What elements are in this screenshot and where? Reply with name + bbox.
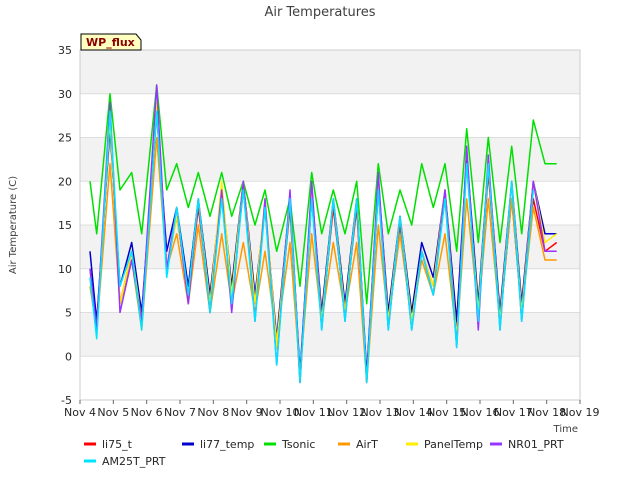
site-badge: WP_flux [80, 33, 142, 51]
legend-label-li77-temp: li77_temp [200, 438, 254, 451]
y-tick-label: 10 [58, 263, 72, 276]
x-tick-label: Nov 11 [294, 406, 333, 419]
y-axis-label: Air Temperature (C) [8, 176, 19, 274]
x-tick-label: Nov 9 [231, 406, 263, 419]
y-axis-ticks: -5 0 5 10 15 20 25 30 35 [58, 44, 72, 407]
x-tick-label: Nov 18 [527, 406, 566, 419]
x-tick-label: Nov 8 [197, 406, 229, 419]
legend-label-am25t-prt: AM25T_PRT [102, 455, 166, 468]
legend-label-nr01-prt: NR01_PRT [508, 438, 564, 451]
x-tick-label: Nov 7 [164, 406, 196, 419]
plot-band [80, 93, 580, 138]
x-tick-label: Nov 6 [131, 406, 163, 419]
y-tick-label: 20 [58, 175, 72, 188]
plot-band [80, 312, 580, 357]
plot-band [80, 356, 580, 400]
y-tick-label: -5 [61, 394, 72, 407]
y-tick-label: 30 [58, 88, 72, 101]
legend-label-paneltemp: PanelTemp [424, 438, 483, 451]
series-line-tsonic [89, 84, 557, 305]
x-tick-label: Nov 17 [494, 406, 533, 419]
chart-title: Air Temperatures [264, 5, 375, 20]
x-tick-label: Nov 5 [97, 406, 129, 419]
y-tick-label: 5 [65, 307, 72, 320]
legend-label-airt: AirT [356, 438, 378, 451]
plot-frame [79, 49, 581, 401]
x-axis-label: Time [553, 424, 578, 435]
legend-label-tsonic: Tsonic [281, 438, 315, 451]
x-tick-label: Nov 14 [394, 406, 433, 419]
site-badge-box [80, 33, 142, 51]
x-tick-label: Nov 15 [427, 406, 466, 419]
x-tick-label: Nov 13 [361, 406, 400, 419]
legend: li75_t li77_temp Tsonic AirT PanelTemp NR01_P… [84, 438, 564, 468]
x-tick-label: Nov 19 [561, 406, 600, 419]
series-lines [89, 84, 558, 384]
x-tick-label: Nov 12 [327, 406, 366, 419]
x-tick-label: Nov 10 [261, 406, 300, 419]
y-tick-label: 25 [58, 132, 72, 145]
plot-band [80, 50, 580, 94]
y-tick-label: 15 [58, 219, 72, 232]
legend-label-li75-t: li75_t [102, 438, 133, 451]
series-line-am25t-prt [89, 110, 535, 384]
x-tick-label: Nov 4 [64, 406, 96, 419]
y-tick-label: 35 [58, 44, 72, 57]
x-tick-label: Nov 16 [461, 406, 500, 419]
site-badge-label: WP_flux [86, 36, 135, 49]
y-tick-label: 0 [65, 350, 72, 363]
